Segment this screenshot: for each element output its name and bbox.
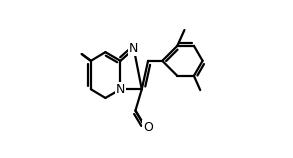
Text: O: O [143, 122, 153, 134]
Text: N: N [116, 83, 125, 96]
Text: N: N [129, 43, 139, 55]
